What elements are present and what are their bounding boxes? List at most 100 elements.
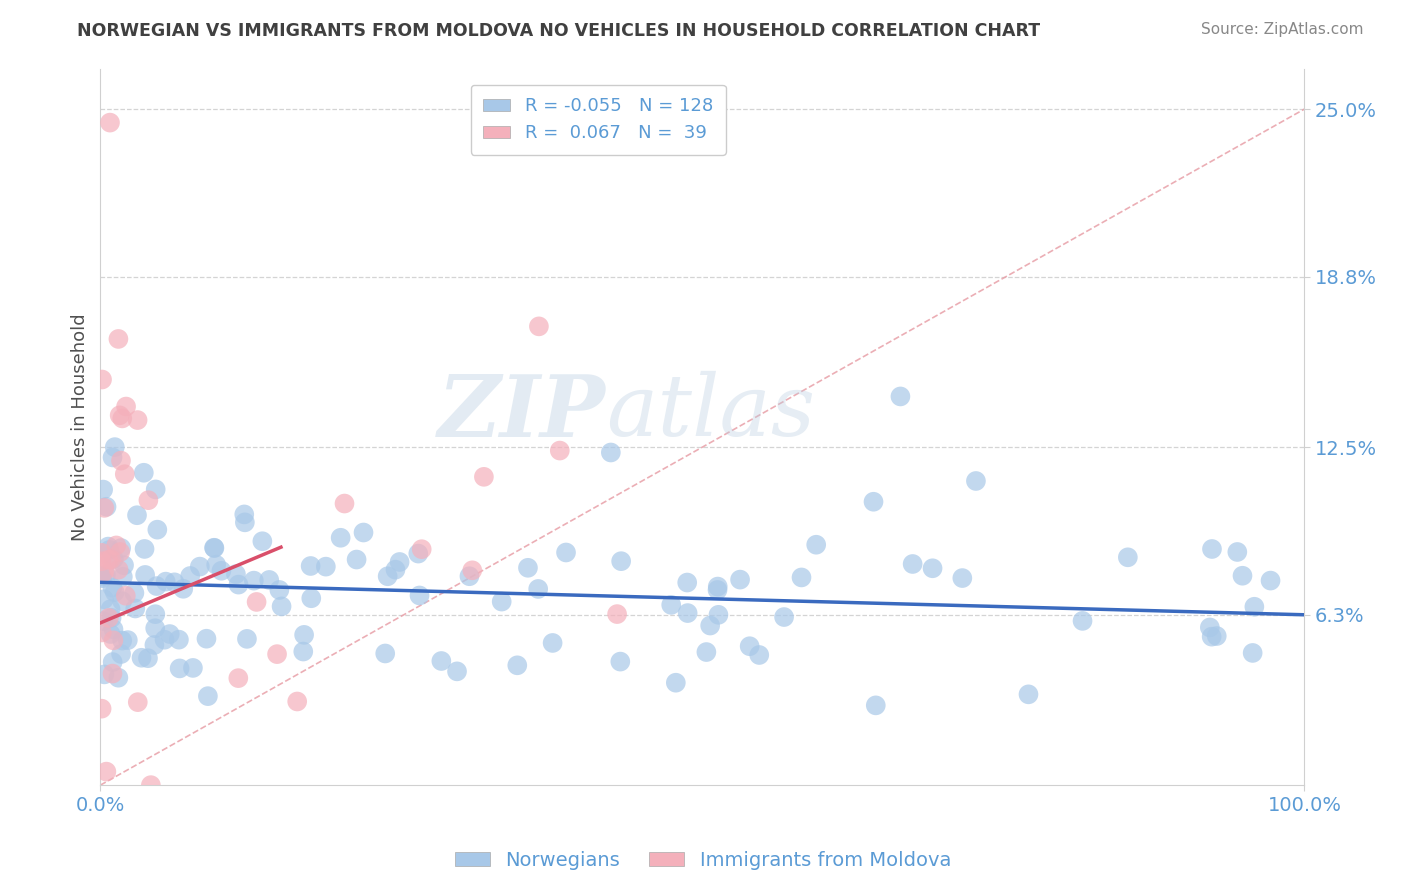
Immigrants from Moldova bbox=[98, 115, 121, 129]
Y-axis label: No Vehicles in Household: No Vehicles in Household bbox=[72, 313, 89, 541]
Norwegians bbox=[889, 389, 911, 403]
Norwegians bbox=[110, 647, 132, 661]
Norwegians bbox=[167, 632, 190, 647]
Norwegians bbox=[1201, 630, 1223, 644]
Norwegians bbox=[699, 618, 721, 632]
Norwegians bbox=[1198, 620, 1220, 634]
Immigrants from Moldova bbox=[114, 589, 136, 603]
Immigrants from Moldova bbox=[527, 319, 550, 334]
Norwegians bbox=[865, 698, 887, 713]
Immigrants from Moldova bbox=[110, 453, 132, 467]
Norwegians bbox=[353, 525, 375, 540]
Norwegians bbox=[599, 445, 621, 459]
Immigrants from Moldova bbox=[333, 497, 356, 511]
Immigrants from Moldova bbox=[108, 409, 131, 423]
Norwegians bbox=[491, 594, 513, 608]
Immigrants from Moldova bbox=[97, 553, 120, 567]
Norwegians bbox=[132, 466, 155, 480]
Norwegians bbox=[93, 667, 115, 681]
Norwegians bbox=[188, 559, 211, 574]
Norwegians bbox=[163, 575, 186, 590]
Norwegians bbox=[197, 689, 219, 703]
Norwegians bbox=[901, 557, 924, 571]
Norwegians bbox=[225, 567, 247, 582]
Norwegians bbox=[93, 592, 115, 607]
Immigrants from Moldova bbox=[266, 647, 288, 661]
Norwegians bbox=[374, 647, 396, 661]
Norwegians bbox=[104, 440, 127, 454]
Norwegians bbox=[430, 654, 453, 668]
Immigrants from Moldova bbox=[461, 563, 484, 577]
Norwegians bbox=[101, 581, 124, 595]
Norwegians bbox=[728, 573, 751, 587]
Norwegians bbox=[179, 569, 201, 583]
Norwegians bbox=[695, 645, 717, 659]
Norwegians bbox=[100, 611, 122, 625]
Immigrants from Moldova bbox=[93, 500, 115, 515]
Norwegians bbox=[1260, 574, 1282, 588]
Norwegians bbox=[104, 585, 127, 599]
Norwegians bbox=[541, 636, 564, 650]
Norwegians bbox=[555, 545, 578, 559]
Norwegians bbox=[1071, 614, 1094, 628]
Norwegians bbox=[388, 555, 411, 569]
Norwegians bbox=[299, 591, 322, 606]
Immigrants from Moldova bbox=[139, 778, 162, 792]
Norwegians bbox=[243, 574, 266, 588]
Norwegians bbox=[1226, 545, 1249, 559]
Norwegians bbox=[112, 558, 135, 573]
Norwegians bbox=[257, 573, 280, 587]
Immigrants from Moldova bbox=[114, 467, 136, 482]
Norwegians bbox=[270, 599, 292, 614]
Norwegians bbox=[107, 671, 129, 685]
Immigrants from Moldova bbox=[96, 764, 118, 779]
Norwegians bbox=[145, 483, 167, 497]
Norwegians bbox=[707, 607, 730, 622]
Norwegians bbox=[1205, 629, 1227, 643]
Norwegians bbox=[111, 633, 134, 648]
Norwegians bbox=[146, 523, 169, 537]
Norwegians bbox=[110, 541, 132, 555]
Immigrants from Moldova bbox=[606, 607, 628, 621]
Norwegians bbox=[1017, 687, 1039, 701]
Norwegians bbox=[517, 561, 540, 575]
Norwegians bbox=[236, 632, 259, 646]
Norwegians bbox=[100, 627, 122, 641]
Norwegians bbox=[143, 607, 166, 622]
Norwegians bbox=[143, 621, 166, 635]
Norwegians bbox=[124, 601, 146, 615]
Norwegians bbox=[195, 632, 218, 646]
Norwegians bbox=[315, 559, 337, 574]
Immigrants from Moldova bbox=[245, 595, 267, 609]
Norwegians bbox=[446, 665, 468, 679]
Norwegians bbox=[91, 571, 114, 585]
Norwegians bbox=[748, 648, 770, 662]
Norwegians bbox=[706, 580, 728, 594]
Text: NORWEGIAN VS IMMIGRANTS FROM MOLDOVA NO VEHICLES IN HOUSEHOLD CORRELATION CHART: NORWEGIAN VS IMMIGRANTS FROM MOLDOVA NO … bbox=[77, 22, 1040, 40]
Immigrants from Moldova bbox=[115, 400, 138, 414]
Norwegians bbox=[406, 547, 429, 561]
Norwegians bbox=[790, 570, 813, 584]
Norwegians bbox=[233, 516, 256, 530]
Norwegians bbox=[738, 639, 761, 653]
Norwegians bbox=[292, 628, 315, 642]
Immigrants from Moldova bbox=[97, 611, 120, 625]
Norwegians bbox=[299, 559, 322, 574]
Text: Source: ZipAtlas.com: Source: ZipAtlas.com bbox=[1201, 22, 1364, 37]
Norwegians bbox=[1243, 599, 1265, 614]
Norwegians bbox=[408, 589, 430, 603]
Norwegians bbox=[659, 598, 682, 612]
Norwegians bbox=[506, 658, 529, 673]
Immigrants from Moldova bbox=[90, 625, 112, 640]
Norwegians bbox=[117, 633, 139, 648]
Norwegians bbox=[96, 500, 118, 514]
Norwegians bbox=[103, 552, 125, 566]
Norwegians bbox=[100, 602, 122, 616]
Norwegians bbox=[610, 554, 633, 568]
Norwegians bbox=[209, 564, 232, 578]
Immigrants from Moldova bbox=[127, 695, 149, 709]
Norwegians bbox=[269, 582, 291, 597]
Norwegians bbox=[101, 450, 124, 465]
Immigrants from Moldova bbox=[90, 554, 112, 568]
Norwegians bbox=[377, 569, 399, 583]
